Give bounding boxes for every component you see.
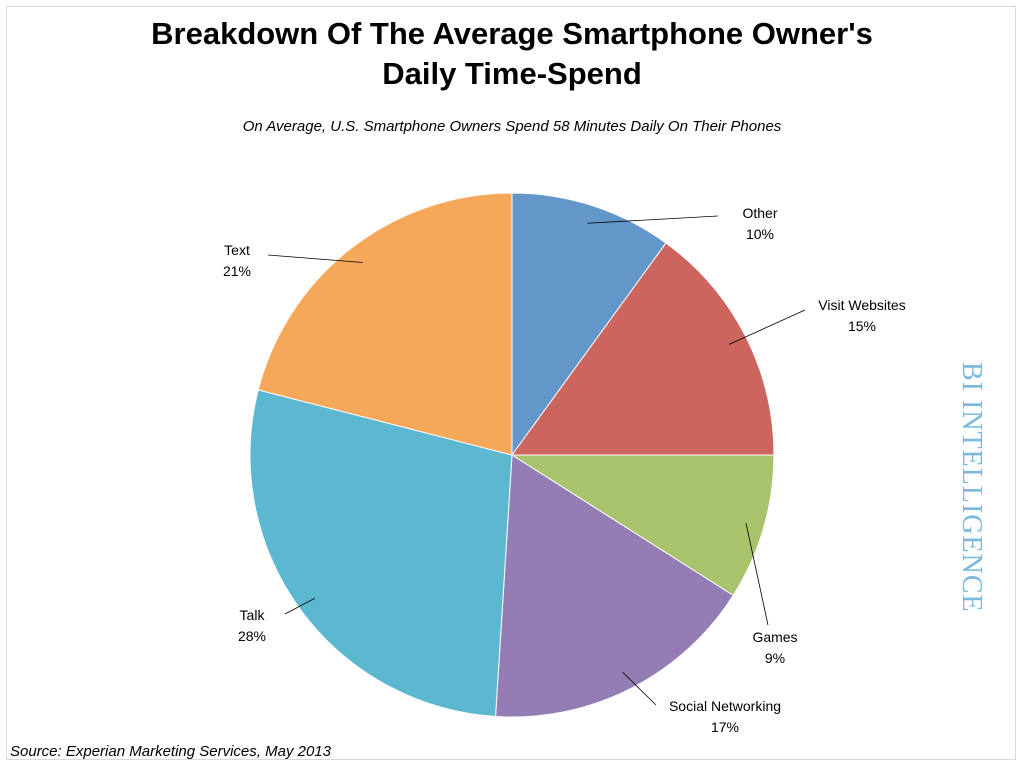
slice-label-text: Text [224,242,250,258]
chart-frame [6,6,1016,760]
slice-value-social-networking: 17% [711,719,739,735]
slice-value-text: 21% [223,263,251,279]
chart-title-line-2: Daily Time-Spend [382,56,642,91]
leader-line-talk [284,597,316,615]
slice-value-talk: 28% [238,628,266,644]
pie-slice-social-networking [495,454,734,718]
slice-value-visit-websites: 15% [848,318,876,334]
chart-subtitle: On Average, U.S. Smartphone Owners Spend… [242,118,782,135]
slice-label-visit-websites: Visit Websites [818,297,905,313]
pie-slice-games [510,454,775,597]
slice-label-games: Games [752,629,797,645]
slice-value-other: 10% [746,226,774,242]
chart-title-line-1: Breakdown Of The Average Smartphone Owne… [151,16,873,51]
pie-slice-other [511,192,667,457]
chart-title: Breakdown Of The Average Smartphone Owne… [0,14,1024,94]
source-note: Source: Experian Marketing Services, May… [10,743,331,760]
pie-slice-talk [249,389,513,718]
slice-label-talk: Talk [240,607,266,623]
slice-label-other: Other [742,205,777,221]
slice-label-social-networking: Social Networking [669,698,781,714]
leader-line-games [745,522,769,626]
pie-slice-text [257,192,513,456]
leader-line-social-networking [622,671,657,706]
pie-slice-visit-websites [511,242,775,456]
leader-line-other [587,215,719,224]
slice-value-games: 9% [765,650,785,666]
bi-intelligence-watermark: BI INTELLIGENCE [956,362,987,613]
leader-line-text [267,254,363,263]
leader-line-visit-websites [728,309,806,345]
